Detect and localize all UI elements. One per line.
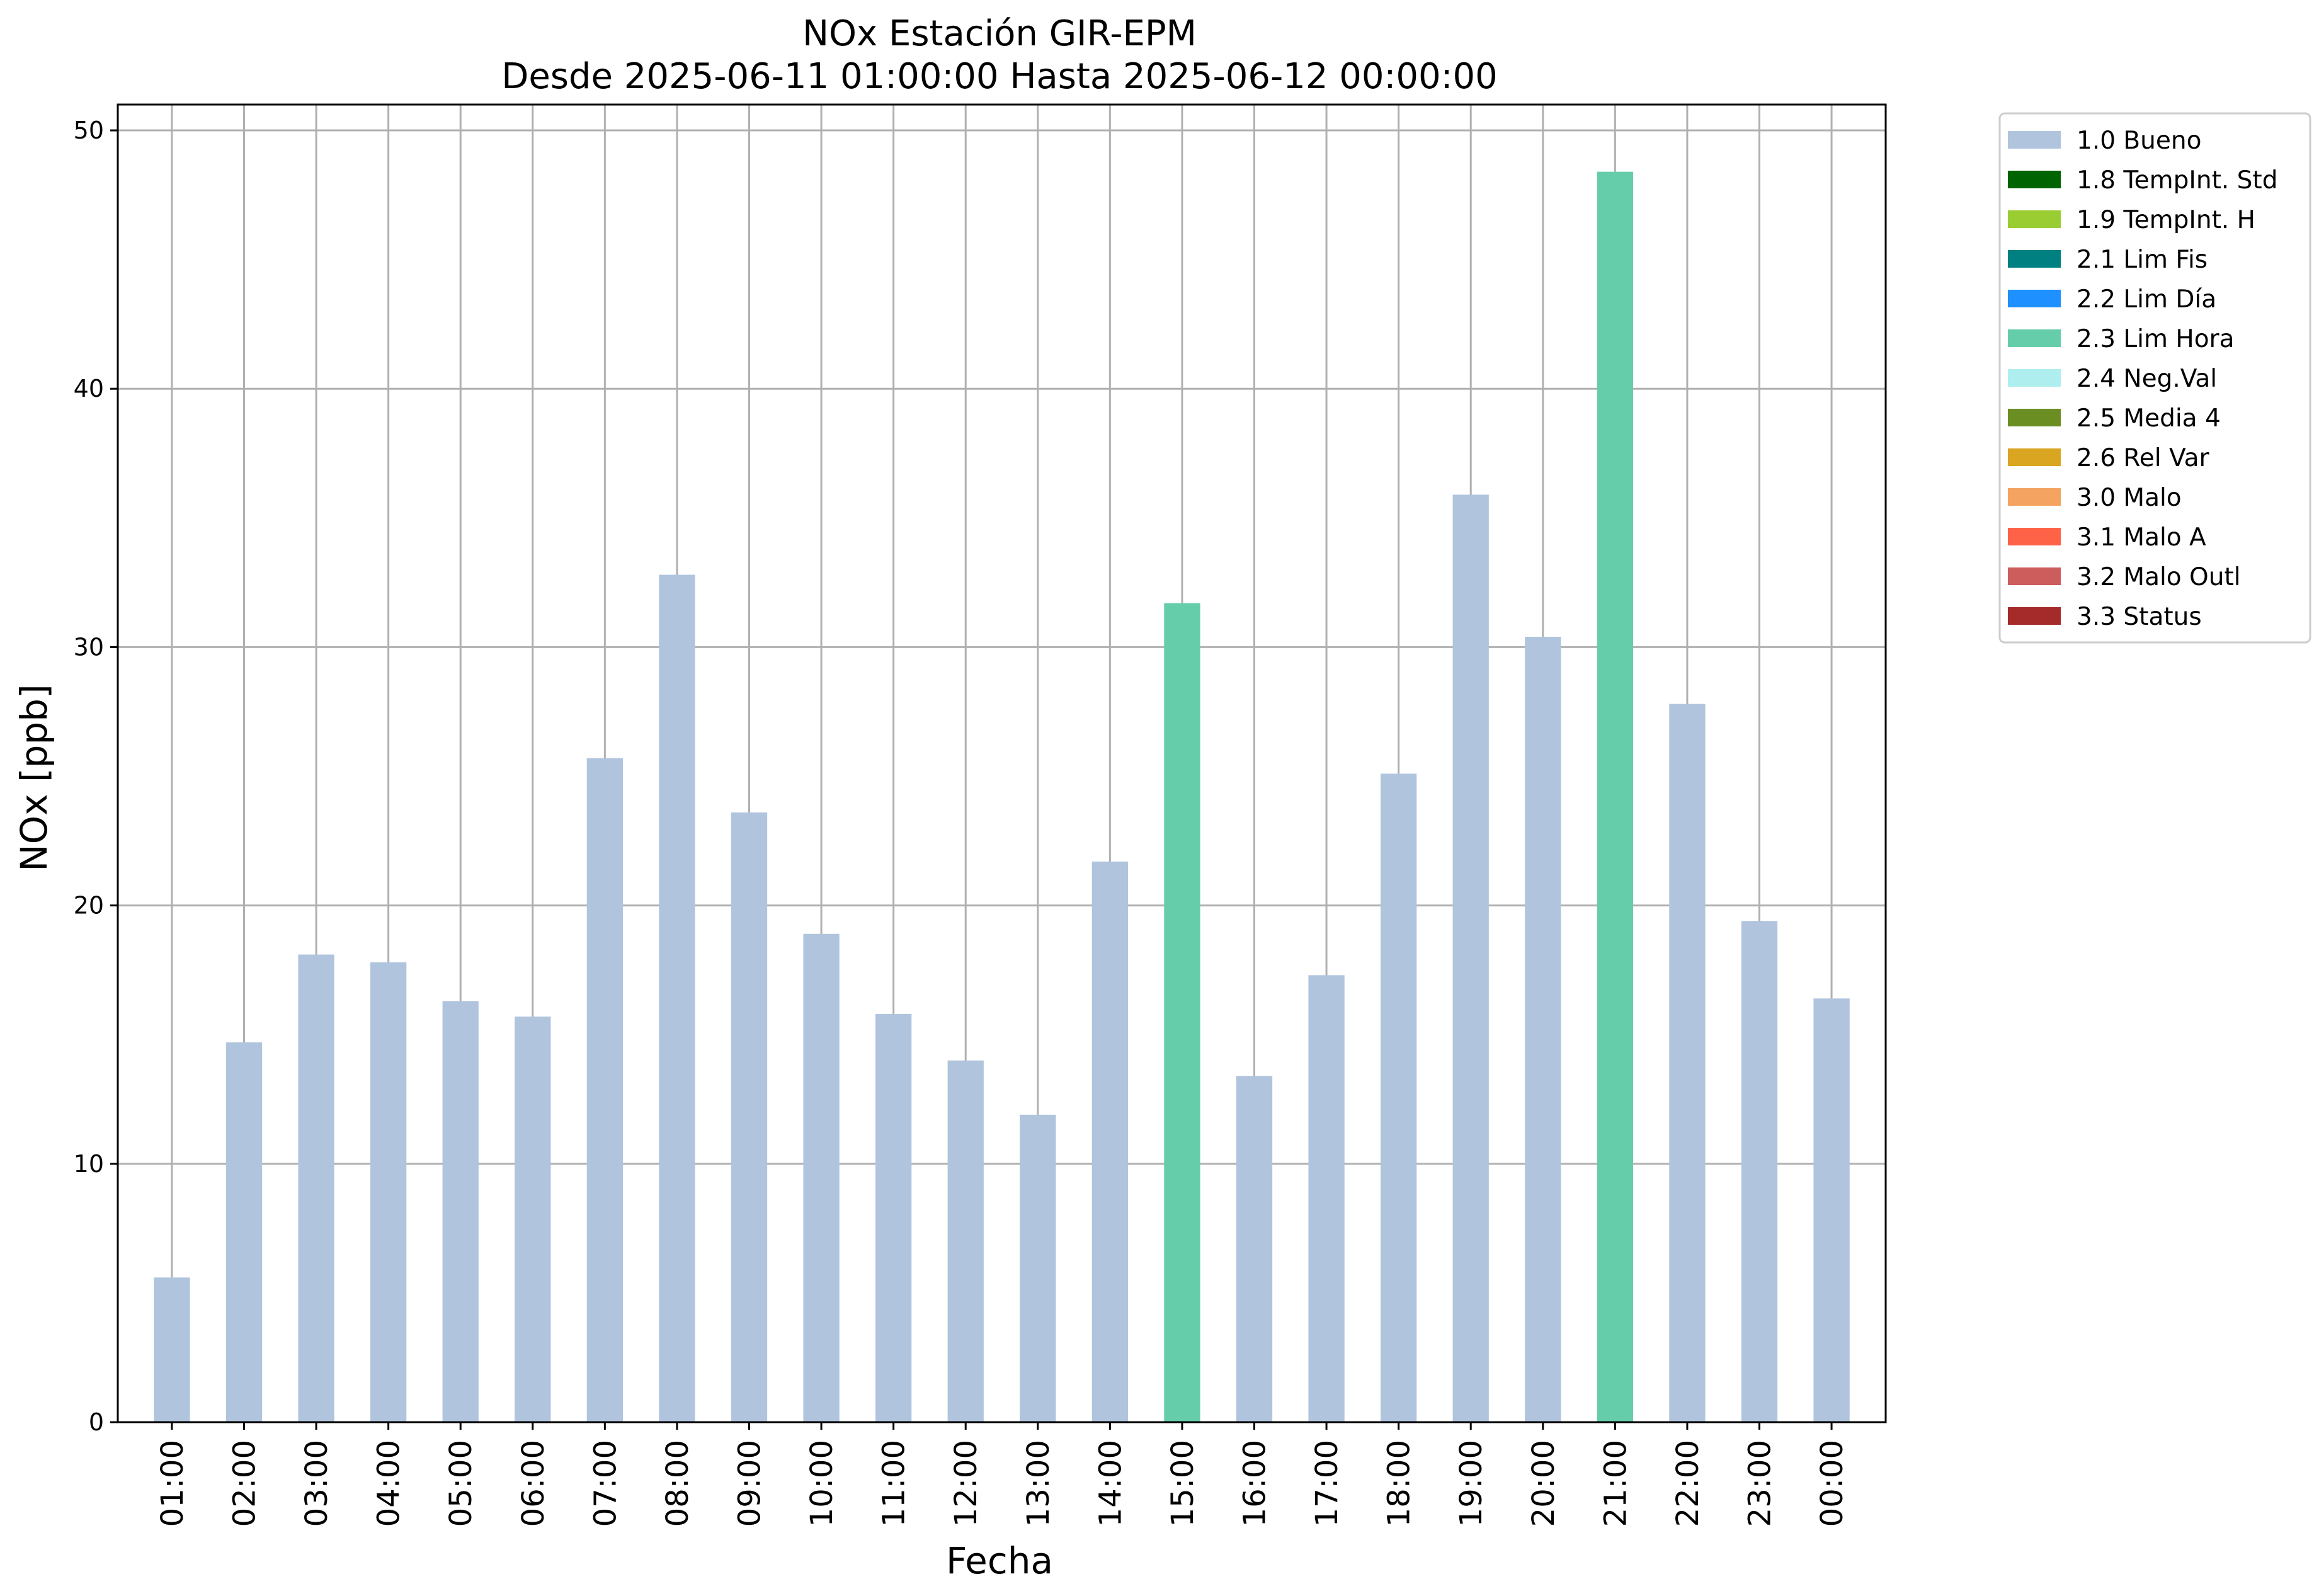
bar-00:00 bbox=[1813, 998, 1850, 1422]
x-tick-label: 12:00 bbox=[949, 1440, 984, 1527]
bar-17:00 bbox=[1308, 975, 1345, 1422]
bar-13:00 bbox=[1020, 1114, 1056, 1422]
y-tick-label: 30 bbox=[74, 633, 104, 661]
x-tick-label: 06:00 bbox=[516, 1440, 551, 1527]
x-tick-label: 02:00 bbox=[227, 1440, 263, 1527]
legend-label: 2.6 Rel Var bbox=[2077, 444, 2210, 472]
y-axis-label: NOx [ppb] bbox=[13, 684, 55, 872]
bar-08:00 bbox=[659, 574, 695, 1422]
x-tick-label: 05:00 bbox=[443, 1440, 479, 1527]
bar-15:00 bbox=[1164, 603, 1200, 1422]
x-tick-label: 00:00 bbox=[1815, 1440, 1850, 1527]
bar-07:00 bbox=[586, 758, 623, 1422]
x-tick-label: 18:00 bbox=[1382, 1440, 1417, 1527]
legend-label: 2.1 Lim Fis bbox=[2077, 246, 2208, 274]
x-tick-label: 11:00 bbox=[877, 1440, 912, 1527]
legend-label: 3.3 Status bbox=[2077, 603, 2202, 631]
bars-group bbox=[154, 171, 1850, 1423]
legend-swatch bbox=[2008, 131, 2061, 149]
chart-title: NOx Estación GIR-EPM bbox=[802, 13, 1197, 54]
legend-swatch bbox=[2008, 448, 2061, 466]
bar-23:00 bbox=[1741, 921, 1778, 1422]
x-tick-label: 10:00 bbox=[804, 1440, 840, 1527]
x-tick-label: 03:00 bbox=[299, 1440, 334, 1527]
legend-label: 1.8 TempInt. Std bbox=[2077, 166, 2277, 195]
legend-swatch bbox=[2008, 567, 2061, 585]
legend-swatch bbox=[2008, 528, 2061, 545]
bar-14:00 bbox=[1091, 861, 1128, 1422]
x-tick-label: 04:00 bbox=[372, 1440, 407, 1527]
legend-swatch bbox=[2008, 210, 2061, 228]
legend: 1.0 Bueno 1.8 TempInt. Std 1.9 TempInt. H 2… bbox=[1998, 112, 2311, 644]
y-tick-label: 0 bbox=[89, 1408, 104, 1436]
x-tick-label: 09:00 bbox=[732, 1440, 768, 1527]
bar-10:00 bbox=[803, 933, 840, 1422]
legend-label: 3.2 Malo Outl bbox=[2077, 563, 2241, 591]
legend-label: 1.9 TempInt. H bbox=[2077, 206, 2255, 234]
legend-label: 2.3 Lim Hora bbox=[2077, 325, 2235, 353]
legend-label: 3.1 Malo A bbox=[2077, 523, 2206, 552]
x-tick-label: 23:00 bbox=[1743, 1440, 1778, 1527]
y-tick-label: 20 bbox=[74, 892, 104, 920]
bar-12:00 bbox=[947, 1060, 984, 1422]
bar-05:00 bbox=[442, 1001, 479, 1422]
y-tick-label: 40 bbox=[74, 375, 104, 402]
legend-label: 1.0 Bueno bbox=[2077, 127, 2201, 155]
chart-subtitle: Desde 2025-06-11 01:00:00 Hasta 2025-06-… bbox=[501, 56, 1498, 97]
legend-frame bbox=[1998, 112, 2311, 644]
y-tick-label: 50 bbox=[74, 117, 104, 144]
legend-swatch bbox=[2008, 488, 2061, 506]
plot-frame bbox=[117, 103, 1887, 1423]
x-tick-label: 17:00 bbox=[1309, 1440, 1345, 1527]
legend-swatch bbox=[2008, 329, 2061, 347]
legend-swatch bbox=[2008, 171, 2061, 188]
legend-swatch bbox=[2008, 290, 2061, 307]
y-axis-ticks: 0 10 20 30 40 50 bbox=[74, 117, 118, 1436]
x-axis-label: Fecha bbox=[946, 1539, 1053, 1582]
bar-01:00 bbox=[154, 1277, 190, 1422]
bar-21:00 bbox=[1597, 171, 1633, 1422]
x-tick-label: 19:00 bbox=[1454, 1440, 1489, 1527]
x-tick-label: 15:00 bbox=[1165, 1440, 1200, 1527]
x-tick-label: 16:00 bbox=[1238, 1440, 1273, 1527]
bar-09:00 bbox=[731, 812, 768, 1422]
legend-swatch bbox=[2008, 409, 2061, 426]
bar-03:00 bbox=[298, 954, 334, 1422]
legend-label: 2.4 Neg.Val bbox=[2077, 365, 2217, 393]
legend-swatch bbox=[2008, 369, 2061, 387]
x-tick-label: 21:00 bbox=[1598, 1440, 1633, 1527]
x-tick-label: 20:00 bbox=[1526, 1440, 1561, 1527]
x-axis-ticks: 01:00 02:00 03:00 04:00 05:00 06:00 07:00 08:00… bbox=[155, 1422, 1850, 1527]
bar-04:00 bbox=[370, 962, 407, 1422]
bar-18:00 bbox=[1381, 773, 1417, 1422]
x-tick-label: 22:00 bbox=[1670, 1440, 1706, 1527]
legend-label: 2.5 Media 4 bbox=[2077, 404, 2221, 433]
bar-22:00 bbox=[1669, 704, 1706, 1422]
x-tick-label: 14:00 bbox=[1093, 1440, 1128, 1527]
legend-label: 3.0 Malo bbox=[2077, 484, 2182, 512]
x-tick-label: 07:00 bbox=[588, 1440, 623, 1527]
bar-11:00 bbox=[875, 1013, 912, 1422]
x-tick-label: 08:00 bbox=[660, 1440, 695, 1527]
x-tick-label: 13:00 bbox=[1021, 1440, 1056, 1527]
legend-swatch bbox=[2008, 607, 2061, 625]
bar-16:00 bbox=[1236, 1076, 1273, 1422]
y-tick-label: 10 bbox=[74, 1150, 104, 1178]
x-tick-label: 01:00 bbox=[155, 1440, 190, 1527]
bar-20:00 bbox=[1525, 637, 1561, 1422]
bar-19:00 bbox=[1452, 494, 1489, 1423]
legend-label: 2.2 Lim Día bbox=[2077, 285, 2216, 314]
bar-06:00 bbox=[515, 1016, 551, 1422]
legend-swatch bbox=[2008, 250, 2061, 268]
bar-02:00 bbox=[225, 1042, 263, 1422]
